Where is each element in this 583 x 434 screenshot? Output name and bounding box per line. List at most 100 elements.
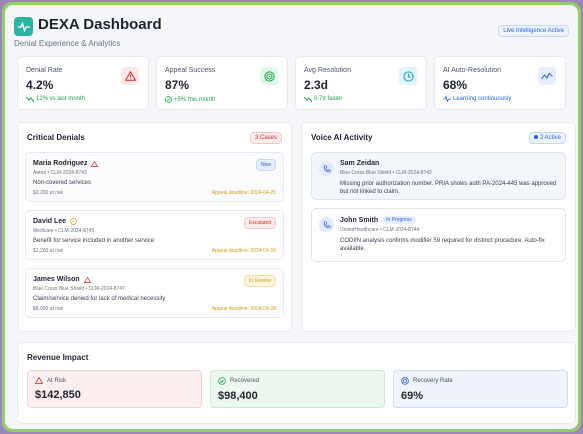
kpi-label: Denial Rate [26,67,63,74]
status-badge: New [255,159,276,171]
phone-icon [319,161,334,176]
call-card[interactable]: John Smith In Progress UnitedHealthcare … [311,208,566,262]
call-status-badge: In Progress [382,216,416,224]
kpi-row: Denial Rate 4.2% 12% vs last month Appea… [17,56,566,110]
kpi-value: 4.2% [26,78,54,92]
live-status-badge: Live Intelligence Active [498,25,569,37]
kpi-value: 87% [165,78,190,92]
call-message: CODIIN analysis confirms modifier 59 req… [340,238,545,252]
at-risk-label-text: At Risk [47,377,67,384]
page-title: DEXA Dashboard [38,16,162,33]
patient-name-text: David Lee [33,218,67,225]
kpi-card-avg-resolution[interactable]: Avg Resolution 2.3d 0.7d faster [295,56,427,110]
cases-count-badge: 3 Cases [249,132,282,144]
recovered-value: $98,400 [218,390,258,402]
recovery-rate-label: Recovery Rate [401,377,560,385]
status-badge: In Review [244,275,276,287]
target-icon [401,377,409,385]
phone-icon [319,217,334,232]
patient-name: Maria Rodriguez [33,160,276,167]
pulse-icon [443,96,451,102]
call-message: Missing prior authorization number. PRIA… [340,181,557,195]
call-card[interactable]: Sam Zeidan Blue Cross Blue Shield • CLM-… [311,152,566,200]
pulse-logo-icon [14,17,33,36]
panel-title: Critical Denials [27,133,85,142]
appeal-deadline: Appeal deadline: 2024-04-15 [211,248,276,254]
kpi-trend-text: 12% vs last month [36,96,86,102]
kpi-trend: 0.7d faster [304,96,418,102]
denial-reason: Benefit for service included in another … [33,238,155,244]
check-circle-icon [218,377,226,385]
dot-icon [533,135,538,139]
denial-card[interactable]: David Lee Medicare • CLM-2024-8745 Benef… [25,210,284,260]
denial-reason: Claim/service denied for lack of medical… [33,296,166,302]
claim-meta: Aetna • CLM-2024-8743 [33,170,87,176]
kpi-trend-text: +5% this month [174,96,216,103]
revenue-impact-panel: Revenue Impact At Risk $142,850 Recovere… [17,342,576,424]
appeal-deadline: Appeal deadline: 2024-04-28 [211,306,276,312]
kpi-card-ai-auto-resolution[interactable]: AI Auto-Resolution 68% Learning continuo… [434,56,566,110]
at-risk-label: At Risk [35,377,194,384]
denial-card[interactable]: Maria Rodriguez Aetna • CLM-2024-8743 No… [25,152,284,202]
patient-name-text: Maria Rodriguez [33,160,88,167]
active-count-text: 2 Active [539,135,561,141]
active-count-badge: 2 Active [528,132,566,144]
alert-triangle-icon [35,377,43,384]
status-badge: Escalated [244,217,276,229]
claim-meta: Medicare • CLM-2024-8745 [33,228,95,234]
dashboard-screen: DEXA Dashboard Denial Experience & Analy… [5,5,578,429]
recovery-rate-label-text: Recovery Rate [413,378,453,384]
alert-triangle-icon [121,67,139,85]
patient-name: David Lee [33,218,276,225]
call-meta: UnitedHealthcare • CLM-2024-8744 [340,227,420,233]
appeal-deadline: Appeal deadline: 2024-04-25 [211,190,276,196]
recovered-label-text: Recovered [230,378,260,384]
denial-card[interactable]: James Wilson Blue Cross Blue Shield • CL… [25,268,284,318]
kpi-card-denial-rate[interactable]: Denial Rate 4.2% 12% vs last month [17,56,149,110]
header: DEXA Dashboard Denial Experience & Analy… [14,15,569,49]
info-circle-icon [70,218,77,225]
warning-icon [91,160,99,167]
caller-name-text: Sam Zeidan [340,160,380,167]
recovery-rate-value: 69% [401,390,424,402]
recovery-rate-card[interactable]: Recovery Rate 69% [393,370,568,408]
caller-name: John Smith In Progress [340,216,557,224]
call-meta: Blue Cross Blue Shield • CLM-2024-8742 [340,170,432,176]
amount-at-risk: $8,900 at risk [33,306,64,312]
kpi-value: 2.3d [304,78,329,92]
page-subtitle: Denial Experience & Analytics [14,39,121,48]
kpi-trend: Learning continuously [443,96,557,102]
recovered-label: Recovered [218,377,377,385]
claim-meta: Blue Cross Blue Shield • CLM-2024-8747 [33,286,125,292]
caller-name-text: John Smith [340,216,379,224]
activity-icon [538,67,556,85]
trend-down-icon [26,96,34,102]
trend-down-icon [304,96,312,102]
at-risk-card[interactable]: At Risk $142,850 [27,370,202,408]
kpi-card-appeal-success[interactable]: Appeal Success 87% +5% this month [156,56,288,110]
at-risk-value: $142,850 [35,389,81,401]
caller-name: Sam Zeidan [340,160,557,167]
kpi-label: Appeal Success [165,67,216,74]
panel-title: Revenue Impact [27,353,89,362]
patient-name-text: James Wilson [33,276,80,283]
critical-denials-panel: Critical Denials 3 Cases Maria Rodriguez… [17,122,292,332]
kpi-trend: +5% this month [165,96,279,103]
warning-icon [83,276,91,283]
kpi-label: AI Auto-Resolution [443,67,501,74]
kpi-value: 68% [443,78,468,92]
amount-at-risk: $3,200 at risk [33,190,64,196]
voice-ai-panel: Voice AI Activity 2 Active Sam Zeidan Bl… [301,122,576,332]
panel-title: Voice AI Activity [311,133,373,142]
kpi-trend: 12% vs last month [26,96,140,102]
amount-at-risk: $1,200 at risk [33,248,64,254]
recovered-card[interactable]: Recovered $98,400 [210,370,385,408]
denial-reason: Non-covered services [33,180,92,186]
check-circle-icon [165,96,172,103]
patient-name: James Wilson [33,276,276,283]
kpi-label: Avg Resolution [304,67,351,74]
kpi-trend-text: 0.7d faster [314,96,343,102]
target-icon [260,67,278,85]
kpi-trend-text: Learning continuously [453,96,512,102]
